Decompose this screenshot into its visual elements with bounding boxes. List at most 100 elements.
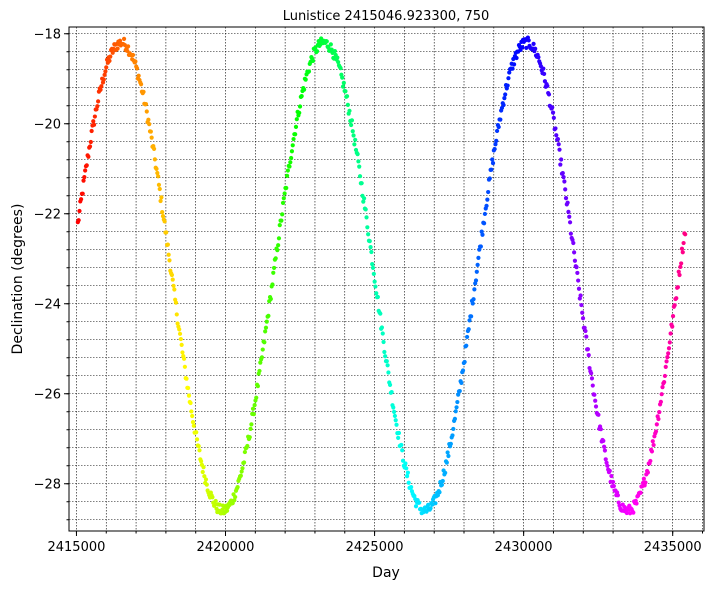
data-point (683, 232, 688, 237)
data-point (151, 146, 157, 152)
data-point (148, 129, 153, 134)
data-point (362, 196, 367, 201)
data-point (396, 430, 402, 436)
data-point (476, 255, 481, 260)
data-point (84, 163, 89, 168)
data-point (609, 473, 614, 479)
grid-lines (69, 27, 704, 531)
data-point (344, 94, 350, 99)
data-point (486, 189, 491, 195)
data-point (154, 166, 159, 171)
data-point (162, 219, 167, 224)
data-point (134, 66, 140, 71)
data-point (464, 343, 469, 348)
data-point (634, 501, 639, 506)
data-point (117, 38, 123, 43)
data-point (170, 277, 175, 282)
data-point (657, 409, 662, 415)
data-point (157, 186, 162, 192)
data-point (601, 438, 606, 444)
data-point (624, 510, 629, 516)
data-point (180, 350, 185, 355)
data-point (428, 506, 433, 511)
data-point (455, 399, 460, 405)
data-point (328, 42, 333, 47)
data-point (404, 466, 409, 471)
data-point (375, 294, 380, 300)
data-point (605, 463, 610, 468)
data-point (430, 502, 435, 507)
data-point (583, 328, 588, 334)
data-point (345, 102, 350, 107)
data-point (565, 200, 570, 205)
data-point (143, 102, 149, 107)
data-point (294, 117, 299, 122)
data-point (493, 142, 498, 147)
data-point (386, 370, 391, 375)
data-point (365, 225, 370, 230)
data-point (380, 331, 385, 336)
data-point (659, 392, 664, 397)
data-point (107, 58, 112, 64)
data-point (347, 108, 352, 113)
data-point (156, 182, 162, 187)
data-point (460, 368, 466, 373)
data-point (462, 359, 467, 365)
data-point (242, 449, 247, 455)
data-point (101, 77, 106, 82)
data-point (108, 54, 113, 59)
data-point (241, 460, 247, 465)
data-point (182, 364, 187, 369)
data-point (285, 168, 290, 173)
data-point (341, 80, 346, 85)
data-point (158, 198, 163, 204)
data-point (166, 252, 171, 257)
data-point (240, 466, 245, 471)
data-point (200, 469, 205, 475)
data-point (264, 319, 269, 324)
data-point (560, 171, 565, 176)
data-point (335, 55, 340, 60)
data-point (575, 270, 580, 276)
data-point (663, 364, 668, 370)
data-point (202, 474, 207, 479)
data-point (361, 199, 366, 204)
data-point (450, 433, 455, 438)
data-point (155, 170, 160, 176)
y-tick-label: −26 (34, 387, 61, 402)
data-point (284, 185, 289, 191)
data-point (254, 395, 259, 400)
data-point (611, 483, 616, 489)
data-point (310, 58, 316, 63)
data-point (487, 176, 492, 181)
data-point (280, 212, 285, 217)
data-point (284, 173, 290, 178)
data-point (370, 265, 376, 270)
data-point (144, 109, 149, 114)
data-point (551, 115, 556, 120)
x-tick-label: 2430000 (495, 540, 553, 555)
data-point (293, 124, 299, 129)
data-point (393, 418, 398, 423)
data-point (235, 485, 240, 490)
data-point (389, 389, 394, 395)
x-axis-ticks: 2415000 2420000 2425000 2430000 2435000 (47, 531, 704, 555)
data-point (406, 480, 411, 485)
data-point (184, 376, 189, 381)
data-point (190, 420, 196, 425)
data-point (590, 383, 595, 388)
data-point (276, 236, 282, 241)
data-point (589, 371, 594, 376)
data-point (568, 231, 573, 236)
data-point (258, 360, 263, 365)
data-point (197, 448, 202, 453)
data-point (177, 327, 182, 332)
data-point (566, 209, 571, 214)
data-point (456, 392, 461, 397)
data-point (92, 114, 97, 119)
data-point (343, 89, 348, 94)
data-point (301, 87, 307, 92)
data-point (471, 297, 476, 302)
data-point (443, 470, 448, 475)
